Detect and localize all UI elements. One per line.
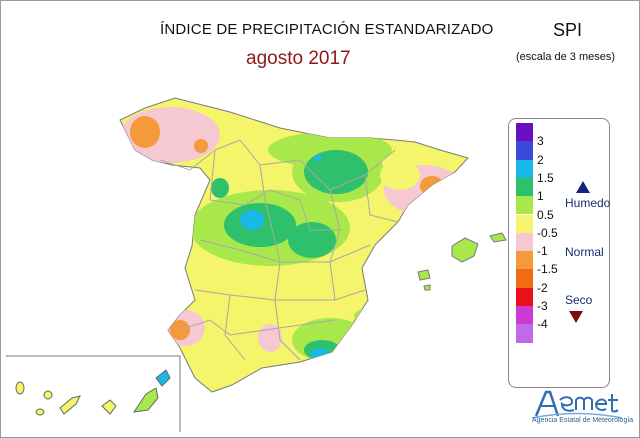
legend-swatch-3 [516, 177, 533, 197]
el-hierro [35, 408, 45, 416]
legend-tick-4: 0.5 [537, 207, 554, 222]
legend-swatch-8 [516, 269, 533, 288]
aemet-logo [532, 390, 622, 419]
galicia-orange-1 [130, 116, 160, 148]
catalonia-light [380, 160, 420, 190]
tenerife [59, 395, 81, 415]
legend-swatch-11 [516, 324, 533, 343]
gran-canaria [101, 399, 117, 415]
legend-tick-1: 2 [537, 152, 544, 167]
index-label: SPI [553, 20, 583, 40]
la-gomera [43, 390, 53, 400]
logo-caption: Agencia Estatal de Meteorología [532, 417, 634, 424]
central-humid-zone-2 [288, 222, 336, 258]
catalonia-orange [420, 176, 444, 196]
scale-note: (escala de 3 meses) [516, 51, 616, 63]
canary-inset-box [6, 355, 181, 432]
legend-tick-0: 3 [537, 134, 544, 149]
fuerteventura [132, 387, 159, 413]
sevilla-dry-spot [258, 324, 282, 352]
wet-label: Humedo [565, 196, 611, 210]
legend-tick-10: -4 [537, 317, 548, 332]
map-period: agosto 2017 [246, 48, 351, 69]
legend-tick-7: -1.5 [537, 262, 558, 277]
legend-tick-8: -2 [537, 280, 548, 295]
legend-tick-5: -0.5 [537, 225, 558, 240]
legend-tick-2: 1.5 [537, 170, 554, 185]
north-blue-spot [314, 155, 322, 161]
legend-swatch-7 [516, 251, 533, 270]
legend-swatch-9 [516, 287, 533, 306]
valencia-humid [354, 310, 370, 322]
galicia-orange-2 [194, 139, 208, 153]
normal-label: Normal [565, 245, 604, 259]
dry-label: Seco [565, 293, 593, 307]
legend-swatch-2 [516, 159, 533, 178]
ibiza [417, 269, 431, 281]
central-very-humid [240, 210, 264, 230]
map-title: ÍNDICE DE PRECIPITACIÓN ESTANDARIZADO [160, 21, 494, 38]
legend-swatch-5 [516, 214, 533, 233]
mallorca [451, 237, 479, 263]
legend-swatch-1 [516, 141, 533, 160]
legend-panel: 3 2 1.5 1 0.5 -0.5 -1 -1.5 -2 -3 -4 Hume… [508, 118, 610, 388]
legend-tick-3: 1 [537, 189, 544, 204]
leon-humid-spot [211, 178, 229, 198]
la-palma [15, 381, 25, 395]
dry-triangle-icon [569, 311, 583, 323]
legend-swatch-6 [516, 232, 533, 252]
legend-swatch-0 [516, 123, 533, 142]
menorca [489, 232, 507, 243]
legend-tick-9: -3 [537, 299, 548, 313]
north-humid-zone [304, 150, 368, 194]
legend-tick-6: -1 [537, 244, 548, 259]
legend-swatch-10 [516, 306, 533, 325]
lanzarote [155, 369, 171, 387]
formentera [423, 284, 431, 291]
legend-swatch-4 [516, 196, 533, 215]
wet-triangle-icon [576, 181, 590, 193]
province-borders [159, 139, 399, 361]
